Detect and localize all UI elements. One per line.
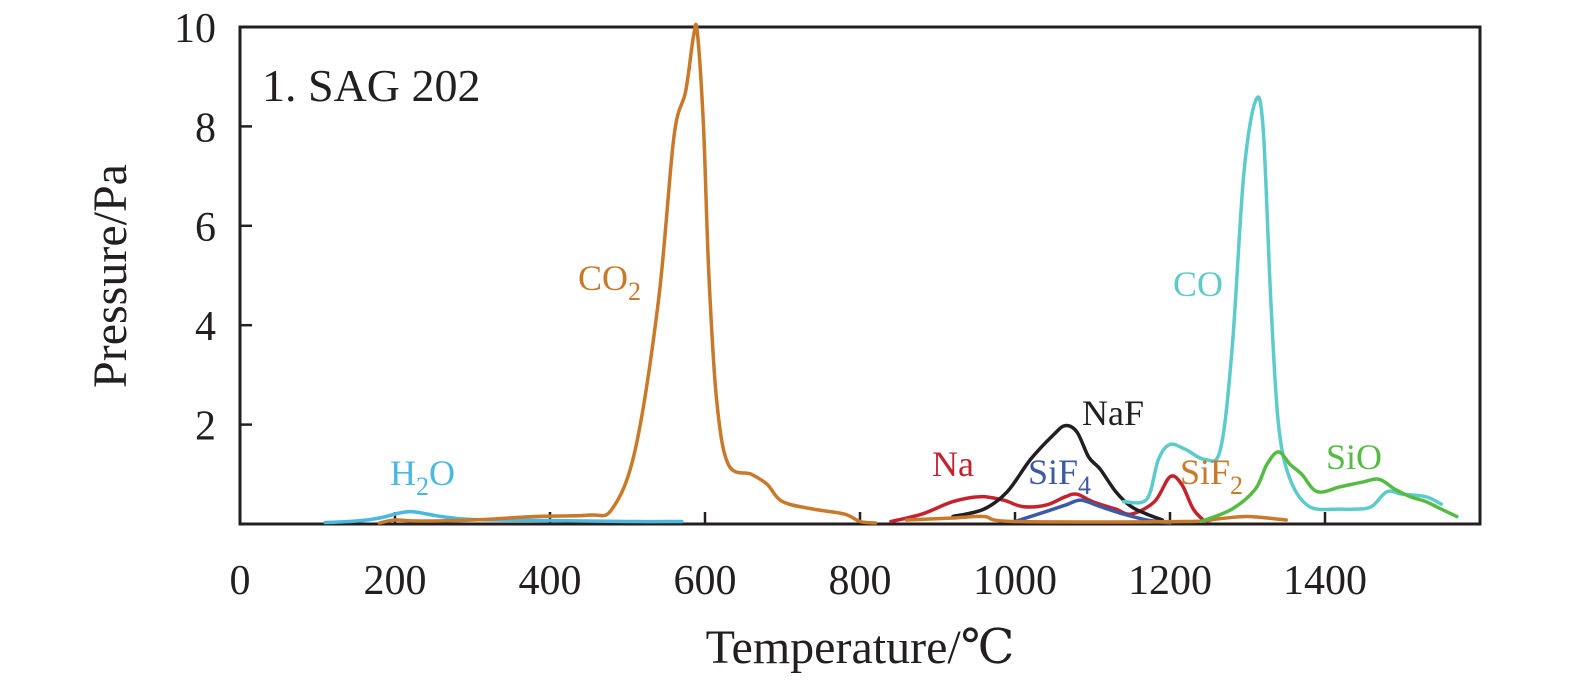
x-tick-label: 1400: [1283, 558, 1367, 604]
series-label-subscript: 2: [628, 277, 641, 306]
series-label-main: CO: [1173, 264, 1223, 304]
series-label-main: CO: [578, 258, 628, 298]
y-axis-label: Pressure/Pa: [84, 164, 137, 388]
series-label-main: H: [390, 453, 416, 493]
x-tick-label: 200: [364, 558, 427, 604]
y-tick-label: 10: [174, 6, 216, 52]
x-tick-label: 800: [829, 558, 892, 604]
series-label-naf: NaF: [1082, 393, 1144, 433]
series-label-main: NaF: [1082, 393, 1144, 433]
series-label-sio: SiO: [1326, 437, 1382, 477]
x-tick-label: 1200: [1128, 558, 1212, 604]
series-label-subscript: 2: [416, 472, 429, 501]
series-line-sio: [1199, 450, 1459, 524]
series-label-main: Na: [932, 444, 974, 484]
series-line-na: [889, 474, 1207, 524]
series-label-subscript: 2: [1230, 471, 1243, 500]
series-label-sif4: SiF4: [1028, 452, 1091, 500]
y-tick-label: 2: [195, 404, 216, 450]
series-label-main: SiO: [1326, 437, 1382, 477]
panel-label: 1. SAG 202: [262, 60, 481, 111]
series-line-co: [1121, 95, 1444, 512]
y-tick-label: 8: [195, 105, 216, 151]
y-tick-label: 6: [195, 205, 216, 251]
series-line-h2o: [323, 509, 684, 525]
series-line-co2: [377, 22, 878, 525]
series-line-sif2: [904, 514, 1289, 524]
x-tick-label: 1000: [973, 558, 1057, 604]
series-label-subscript: 4: [1078, 471, 1091, 500]
x-axis-ticks: 0 200 400 600 800 1000 1200 1400: [230, 512, 1367, 604]
series-label-main: SiF: [1180, 452, 1230, 492]
series-label-main: SiF: [1028, 452, 1078, 492]
series-label-co2: CO2: [578, 258, 641, 306]
series-line-naf: [951, 423, 1165, 522]
x-tick-label: 600: [674, 558, 737, 604]
series-lines: [323, 22, 1459, 525]
y-axis-ticks: 2 4 6 8 10: [174, 6, 252, 450]
y-tick-label: 4: [195, 304, 216, 350]
series-label-sif2: SiF2: [1180, 452, 1243, 500]
x-tick-label: 0: [230, 558, 251, 604]
x-tick-label: 400: [519, 558, 582, 604]
series-line-sif4: [1013, 498, 1172, 525]
series-label-tail: O: [429, 453, 455, 493]
series-label-na: Na: [932, 444, 974, 484]
x-axis-label: Temperature/℃: [706, 621, 1015, 674]
series-label-h2o: H2O: [390, 453, 455, 501]
series-label-co: CO: [1173, 264, 1223, 304]
